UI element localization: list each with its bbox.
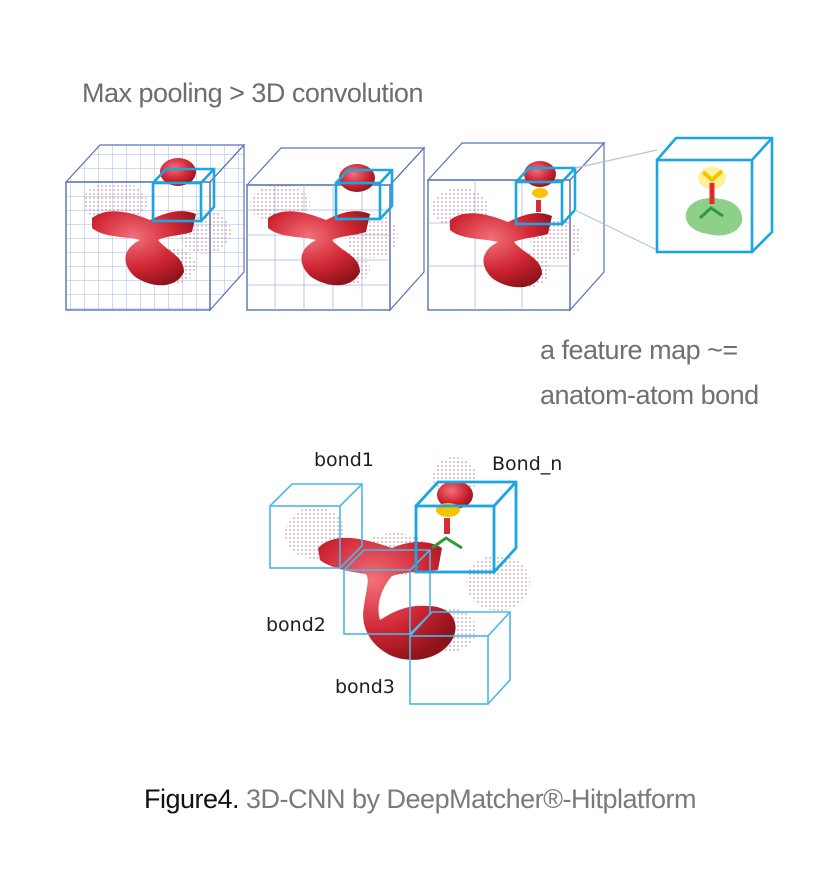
bond-molecule xyxy=(285,457,530,660)
molecule-3 xyxy=(432,161,582,288)
highlight-cube-1 xyxy=(151,167,216,223)
bond1-label: bond1 xyxy=(314,449,374,471)
zoom-lines xyxy=(574,149,658,251)
diagram-heading: Max pooling > 3D convolution xyxy=(82,78,423,108)
bond-n-label: Bond_n xyxy=(492,453,563,475)
bond3-cube xyxy=(409,611,511,705)
bond3-label: bond3 xyxy=(335,676,395,698)
molecule-2 xyxy=(250,164,398,286)
figure-caption-text: 3D-CNN by DeepMatcher®-Hitplatform xyxy=(239,784,697,814)
feature-map-line-1: a feature map ~= xyxy=(540,335,738,365)
bond1-cube xyxy=(269,483,363,569)
figure-caption-lead: Figure4. xyxy=(143,784,240,814)
bond2-label: bond2 xyxy=(266,614,326,636)
highlight-cube-2 xyxy=(334,168,394,221)
feature-map-line-2: anatom-atom bond xyxy=(540,380,759,410)
feature-map-note: a feature map ~= anatom-atom bond xyxy=(540,328,759,418)
figure-caption: Figure4. 3D-CNN by DeepMatcher®-Hitplatf… xyxy=(0,784,840,815)
zoomed-feature-cube xyxy=(655,136,774,254)
bond-n-cube xyxy=(414,480,518,574)
